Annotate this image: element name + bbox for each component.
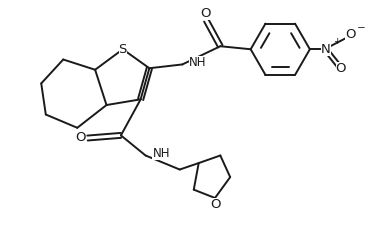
Text: NH: NH (152, 148, 170, 160)
Text: O: O (200, 7, 211, 20)
Text: +: + (333, 37, 340, 46)
Text: O: O (75, 131, 86, 144)
Text: O: O (210, 198, 221, 211)
Text: S: S (119, 43, 127, 56)
Text: NH: NH (189, 56, 207, 69)
Text: −: − (357, 23, 366, 33)
Text: N: N (321, 43, 331, 56)
Text: O: O (336, 62, 346, 75)
Text: O: O (345, 28, 356, 41)
